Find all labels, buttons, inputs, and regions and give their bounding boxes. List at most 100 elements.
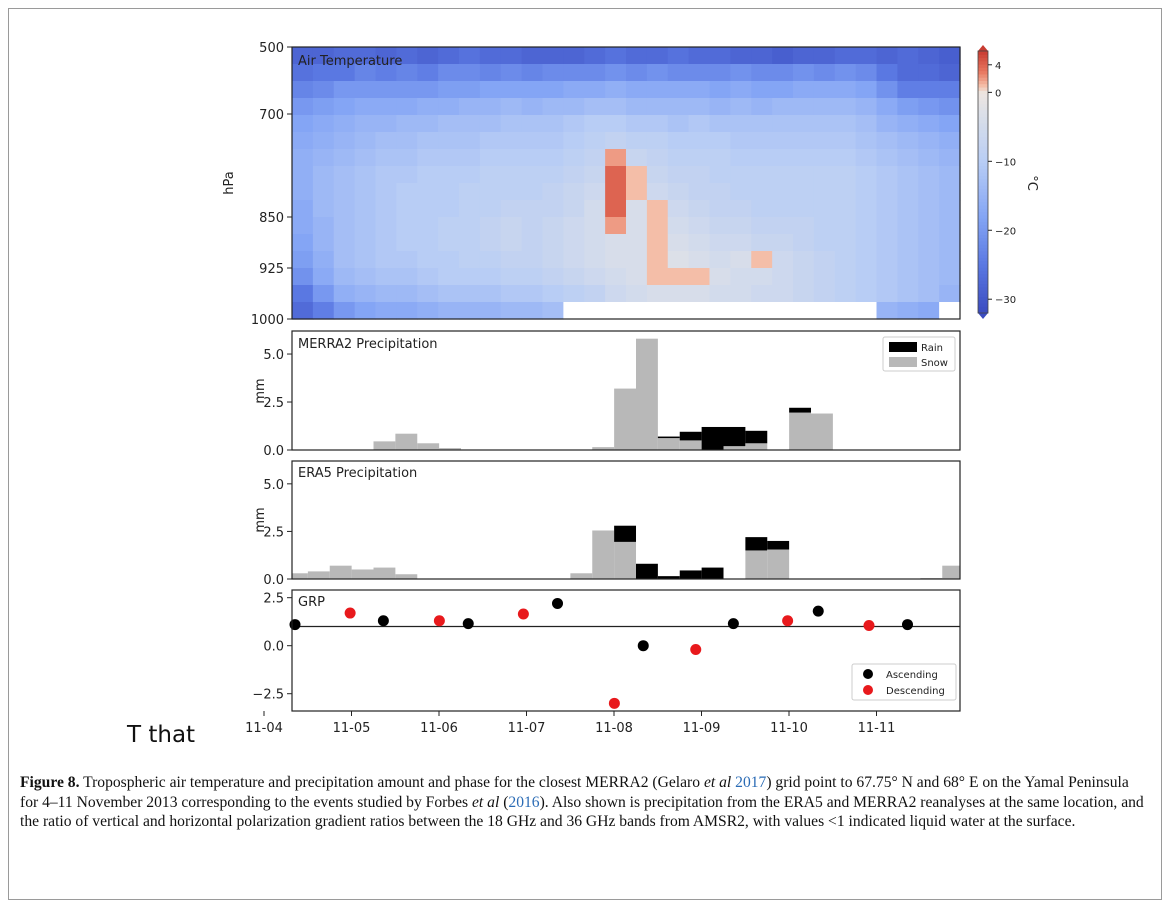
heatmap-cell <box>813 149 836 167</box>
heatmap-cell <box>897 302 919 320</box>
heatmap-cell <box>730 166 752 184</box>
caption-text: ) grid point to 67.75° N and 68° E on th… <box>20 774 1129 811</box>
heatmap-cell <box>939 64 961 82</box>
heatmap-cell <box>521 64 544 82</box>
colorbar-segment <box>978 204 988 209</box>
heatmap-cell <box>813 268 836 286</box>
heatmap-cell <box>417 302 439 320</box>
snow-bar <box>417 443 440 450</box>
heatmap-cell <box>563 285 585 303</box>
snow-bar <box>745 550 768 579</box>
heatmap-cell <box>772 251 794 269</box>
y-tick-label: 2.5 <box>263 592 284 607</box>
heatmap-cell <box>918 285 940 303</box>
heatmap-cell <box>688 183 711 201</box>
heatmap-cell <box>292 149 314 167</box>
heatmap-cell <box>855 115 878 133</box>
heatmap-cell <box>312 200 335 218</box>
colorbar-segment <box>978 87 988 91</box>
heatmap-cell <box>855 98 878 116</box>
heatmap-cell <box>605 234 627 252</box>
heatmap-cell <box>918 132 940 150</box>
heatmap-cell <box>688 234 711 252</box>
heatmap-cell <box>834 149 857 167</box>
heatmap-cell <box>375 47 397 65</box>
heatmap-cell <box>709 302 731 320</box>
heatmap-cell <box>834 268 857 286</box>
legend-descending-label: Descending <box>886 686 945 697</box>
colorbar-segment <box>978 132 988 137</box>
heatmap-cell <box>646 149 669 167</box>
heatmap-cell <box>626 149 648 167</box>
heatmap-cell <box>375 149 397 167</box>
heatmap-cell <box>646 268 669 286</box>
heatmap-cell <box>459 234 481 252</box>
heatmap-cell <box>292 285 314 303</box>
heatmap-cell <box>292 64 314 82</box>
rain-bar <box>723 426 746 447</box>
grp-panel: 2.5 0.0 −2.5 <box>252 592 960 709</box>
citation-link[interactable]: 2016 <box>508 793 540 811</box>
heatmap-cell <box>667 217 690 235</box>
rain-bar <box>614 525 637 542</box>
heatmap-cell <box>563 149 585 167</box>
heatmap-cell <box>396 64 418 82</box>
heatmap-cell <box>563 115 585 133</box>
heatmap-cell <box>542 47 564 65</box>
heatmap-cell <box>605 64 627 82</box>
heatmap-cell <box>396 234 418 252</box>
citation-link[interactable]: 2017 <box>735 774 767 791</box>
heatmap-cell <box>312 251 335 269</box>
heatmap-cell <box>688 268 711 286</box>
heatmap-cell <box>292 251 314 269</box>
heatmap-cell <box>333 47 356 65</box>
heatmap-cell <box>793 166 815 184</box>
heatmap-cell <box>751 47 773 65</box>
heatmap-cell <box>772 302 794 320</box>
legend-descending-marker <box>863 685 873 695</box>
heatmap-cell <box>584 132 606 150</box>
heatmap-cell <box>521 115 544 133</box>
colorbar-segment <box>978 149 988 154</box>
heatmap-cell <box>584 251 606 269</box>
snow-bar <box>395 433 418 450</box>
heatmap-cell <box>793 183 815 201</box>
heatmap-cell <box>793 149 815 167</box>
heatmap-cell <box>459 285 481 303</box>
heatmap-cell <box>709 64 731 82</box>
colorbar-segment <box>978 73 988 78</box>
legend-ascending-marker <box>863 669 873 679</box>
heatmap-cell <box>793 285 815 303</box>
heatmap-cell <box>292 132 314 150</box>
heatmap-cell <box>605 115 627 133</box>
heatmap-cell <box>730 268 752 286</box>
heatmap-cell <box>312 132 335 150</box>
heatmap-cell <box>584 47 606 65</box>
heatmap-cell <box>813 251 836 269</box>
heatmap-cell <box>521 149 544 167</box>
colorbar-segment <box>978 178 988 183</box>
colorbar-outline <box>977 50 989 314</box>
y-tick-label: 5.0 <box>263 348 284 363</box>
heatmap-cell <box>333 166 356 184</box>
heatmap-cell <box>521 81 544 99</box>
heatmap-cell <box>667 115 690 133</box>
heatmap-cell <box>897 285 919 303</box>
pressure-tick-label: 700 <box>259 108 284 123</box>
snow-bar <box>373 567 396 579</box>
grp-legend: Ascending Descending <box>851 663 957 701</box>
heatmap-cell <box>459 251 481 269</box>
heatmap-cell <box>375 183 397 201</box>
heatmap-cell <box>855 149 878 167</box>
heatmap-cell <box>626 200 648 218</box>
heatmap-cell <box>709 285 731 303</box>
heatmap-cell <box>417 81 439 99</box>
heatmap-cell <box>626 64 648 82</box>
colorbar-tick-label: −10 <box>995 157 1016 168</box>
heatmap-cell <box>646 81 669 99</box>
heatmap-cell <box>772 285 794 303</box>
heatmap-cell <box>479 268 502 286</box>
colorbar-segment <box>978 70 988 75</box>
heatmap-cell <box>897 251 919 269</box>
heatmap-cell <box>834 64 857 82</box>
